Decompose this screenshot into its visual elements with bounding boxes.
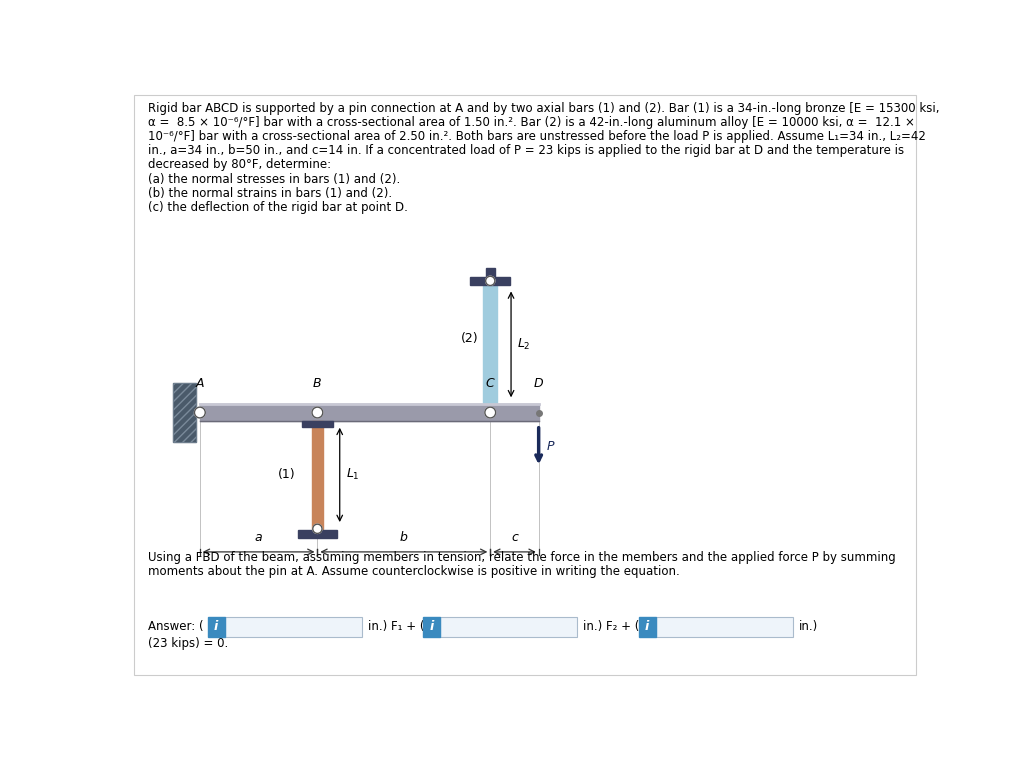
Text: (b) the normal strains in bars (1) and (2).: (b) the normal strains in bars (1) and (… xyxy=(147,187,391,200)
Bar xyxy=(485,267,495,277)
Text: $L_1$: $L_1$ xyxy=(346,467,359,482)
Text: moments about the pin at A. Assume counterclockwise is positive in writing the e: moments about the pin at A. Assume count… xyxy=(147,565,679,578)
Bar xyxy=(312,421,323,529)
Text: in.) F₂ + (: in.) F₂ + ( xyxy=(584,620,640,633)
Text: a: a xyxy=(255,531,262,544)
Bar xyxy=(655,616,793,636)
Bar xyxy=(173,383,196,442)
Text: b: b xyxy=(400,531,408,544)
Bar xyxy=(302,421,333,427)
Text: i: i xyxy=(429,620,434,633)
Text: i: i xyxy=(645,620,649,633)
Text: (2): (2) xyxy=(461,332,478,345)
Bar xyxy=(173,383,196,442)
Text: (c) the deflection of the rigid bar at point D.: (c) the deflection of the rigid bar at p… xyxy=(147,200,408,214)
Text: P: P xyxy=(547,440,554,453)
Circle shape xyxy=(195,407,205,418)
Text: (a) the normal stresses in bars (1) and (2).: (a) the normal stresses in bars (1) and … xyxy=(147,173,399,186)
Circle shape xyxy=(312,524,322,533)
Text: c: c xyxy=(511,531,518,544)
Text: Rigid bar ABCD is supported by a pin connection at A and by two axial bars (1) a: Rigid bar ABCD is supported by a pin con… xyxy=(147,102,939,115)
Text: i: i xyxy=(214,620,218,633)
Text: decreased by 80°F, determine:: decreased by 80°F, determine: xyxy=(147,158,331,171)
Text: in.): in.) xyxy=(799,620,818,633)
Bar xyxy=(224,616,361,636)
Text: C: C xyxy=(485,377,495,390)
Circle shape xyxy=(312,407,323,418)
Circle shape xyxy=(485,277,495,286)
Text: in.) F₁ + (: in.) F₁ + ( xyxy=(368,620,424,633)
Text: D: D xyxy=(534,377,544,390)
Text: in., a=34 in., b=50 in., and c=14 in. If a concentrated load of P = 23 kips is a: in., a=34 in., b=50 in., and c=14 in. If… xyxy=(147,144,903,157)
Text: $L_2$: $L_2$ xyxy=(517,337,530,352)
Bar xyxy=(470,277,510,285)
Bar xyxy=(440,616,578,636)
Text: 10⁻⁶/°F] bar with a cross-sectional area of 2.50 in.². Both bars are unstressed : 10⁻⁶/°F] bar with a cross-sectional area… xyxy=(147,130,926,143)
Text: (1): (1) xyxy=(279,469,296,482)
Text: α =  8.5 × 10⁻⁶/°F] bar with a cross-sectional area of 1.50 in.². Bar (2) is a 4: α = 8.5 × 10⁻⁶/°F] bar with a cross-sect… xyxy=(147,116,914,129)
Bar xyxy=(200,404,539,421)
Bar xyxy=(208,616,224,636)
Text: B: B xyxy=(313,377,322,390)
Circle shape xyxy=(485,407,496,418)
Bar xyxy=(423,616,440,636)
Text: A: A xyxy=(196,377,204,390)
Bar xyxy=(639,616,655,636)
Text: (23 kips) = 0.: (23 kips) = 0. xyxy=(147,637,227,650)
Bar xyxy=(483,285,498,404)
Bar xyxy=(298,530,337,538)
Text: Answer: (: Answer: ( xyxy=(147,620,203,633)
Text: Using a FBD of the beam, assuming members in tension, relate the force in the me: Using a FBD of the beam, assuming member… xyxy=(147,551,895,564)
